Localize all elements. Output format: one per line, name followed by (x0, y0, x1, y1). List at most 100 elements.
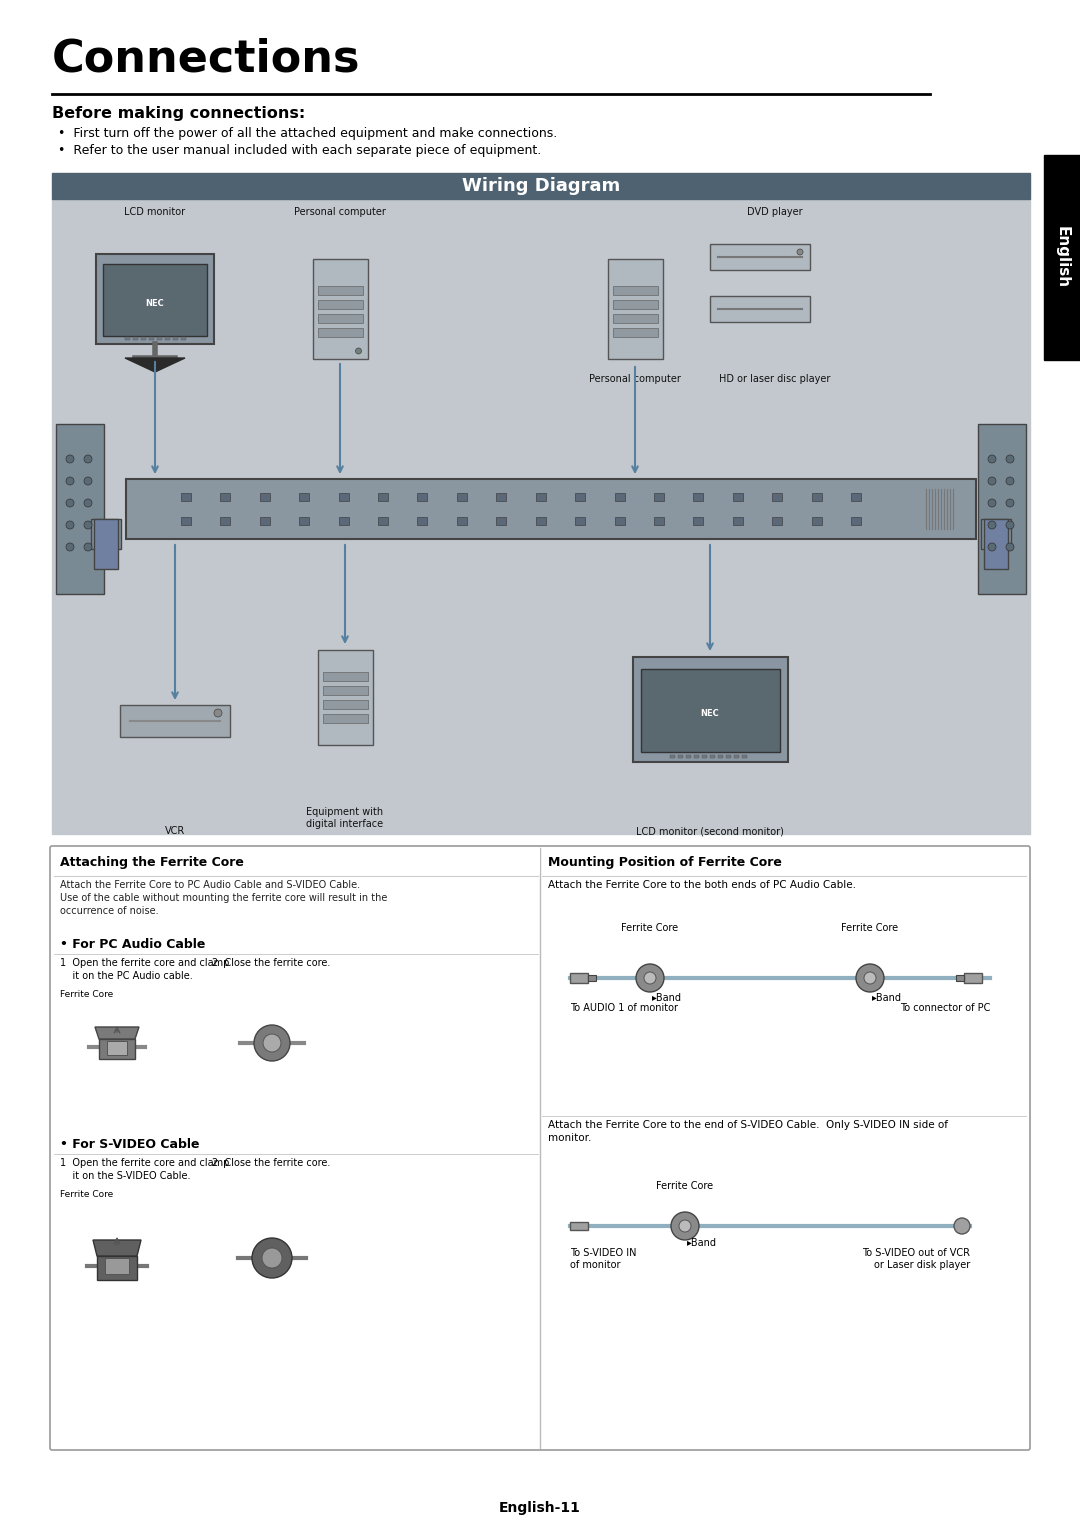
Bar (576, 516, 585, 526)
Bar (56, 423, 104, 594)
Bar (654, 494, 664, 501)
Bar (978, 423, 1026, 594)
Bar (734, 755, 739, 758)
Circle shape (355, 348, 362, 354)
Circle shape (252, 1238, 292, 1277)
Text: To S-VIDEO out of VCR
or Laser disk player: To S-VIDEO out of VCR or Laser disk play… (862, 1248, 970, 1270)
Bar (612, 313, 658, 322)
Circle shape (84, 477, 92, 484)
Bar (103, 264, 207, 336)
Text: NEC: NEC (701, 709, 719, 718)
Circle shape (84, 521, 92, 529)
Circle shape (1005, 521, 1014, 529)
Text: Personal computer: Personal computer (589, 374, 680, 384)
Text: HD or laser disc player: HD or laser disc player (719, 374, 831, 384)
Bar (633, 657, 787, 761)
Bar (678, 755, 683, 758)
Bar (670, 755, 675, 758)
Bar (984, 520, 1008, 568)
Bar (615, 516, 624, 526)
Circle shape (636, 964, 664, 992)
Bar (318, 313, 363, 322)
Bar (220, 494, 230, 501)
Bar (497, 516, 507, 526)
Bar (732, 494, 743, 501)
Text: Attach the Ferrite Core to the end of S-VIDEO Cable.  Only S-VIDEO IN side of
mo: Attach the Ferrite Core to the end of S-… (548, 1120, 948, 1143)
Bar (693, 516, 703, 526)
Bar (981, 520, 1011, 549)
Circle shape (671, 1212, 699, 1241)
Bar (318, 286, 363, 295)
Circle shape (988, 521, 996, 529)
Bar (173, 338, 178, 341)
Bar (91, 520, 121, 549)
Circle shape (254, 1025, 291, 1060)
Bar (1044, 154, 1080, 361)
Bar (260, 516, 270, 526)
Text: DVD player: DVD player (747, 206, 802, 217)
Circle shape (66, 455, 75, 463)
Circle shape (66, 521, 75, 529)
Polygon shape (125, 358, 185, 371)
Bar (220, 516, 230, 526)
Bar (418, 494, 428, 501)
Bar (141, 338, 146, 341)
Circle shape (1005, 542, 1014, 552)
Text: • For S-VIDEO Cable: • For S-VIDEO Cable (60, 1138, 200, 1151)
Bar (570, 973, 588, 983)
Text: 1  Open the ferrite core and clamp
    it on the PC Audio cable.: 1 Open the ferrite core and clamp it on … (60, 958, 229, 981)
Bar (125, 338, 130, 341)
Circle shape (988, 477, 996, 484)
Bar (615, 494, 624, 501)
Bar (811, 494, 822, 501)
Text: English: English (1054, 226, 1069, 289)
Bar (457, 516, 467, 526)
Bar (52, 173, 1030, 199)
Bar (107, 1041, 127, 1054)
Bar (299, 516, 309, 526)
Text: Attach the Ferrite Core to PC Audio Cable and S-VIDEO Cable.
Use of the cable wi: Attach the Ferrite Core to PC Audio Cabl… (60, 880, 388, 917)
Text: • For PC Audio Cable: • For PC Audio Cable (60, 938, 205, 950)
Bar (772, 494, 782, 501)
Bar (612, 299, 658, 309)
Bar (181, 516, 191, 526)
Circle shape (84, 455, 92, 463)
Text: Before making connections:: Before making connections: (52, 105, 306, 121)
Text: English-11: English-11 (499, 1500, 581, 1514)
Bar (612, 329, 658, 338)
Text: NEC: NEC (146, 299, 164, 309)
Bar (181, 494, 191, 501)
Circle shape (262, 1248, 282, 1268)
Circle shape (66, 500, 75, 507)
FancyBboxPatch shape (50, 847, 1030, 1450)
Bar (576, 494, 585, 501)
Bar (323, 714, 367, 723)
Text: 2  Close the ferrite core.: 2 Close the ferrite core. (212, 1158, 330, 1167)
Bar (742, 755, 747, 758)
Bar (318, 649, 373, 744)
Bar (588, 975, 596, 981)
Bar (732, 516, 743, 526)
Text: 1  Open the ferrite core and clamp
    it on the S-VIDEO Cable.: 1 Open the ferrite core and clamp it on … (60, 1158, 229, 1181)
Text: LCD monitor (second monitor): LCD monitor (second monitor) (636, 827, 784, 836)
Text: Ferrite Core: Ferrite Core (657, 1181, 714, 1190)
Bar (378, 494, 388, 501)
Text: ▸Band: ▸Band (687, 1238, 717, 1248)
Text: To connector of PC: To connector of PC (900, 1002, 990, 1013)
Text: ▸Band: ▸Band (652, 993, 681, 1002)
Circle shape (214, 709, 222, 717)
Circle shape (988, 455, 996, 463)
Circle shape (644, 972, 656, 984)
Bar (693, 494, 703, 501)
Bar (851, 516, 861, 526)
Text: To AUDIO 1 of monitor: To AUDIO 1 of monitor (570, 1002, 678, 1013)
Circle shape (679, 1219, 691, 1232)
Bar (536, 494, 545, 501)
Bar (956, 975, 964, 981)
Bar (640, 669, 780, 752)
Bar (378, 516, 388, 526)
Bar (120, 704, 230, 736)
Bar (726, 755, 731, 758)
Text: •  Refer to the user manual included with each separate piece of equipment.: • Refer to the user manual included with… (58, 144, 541, 157)
Text: 2  Close the ferrite core.: 2 Close the ferrite core. (212, 958, 330, 969)
